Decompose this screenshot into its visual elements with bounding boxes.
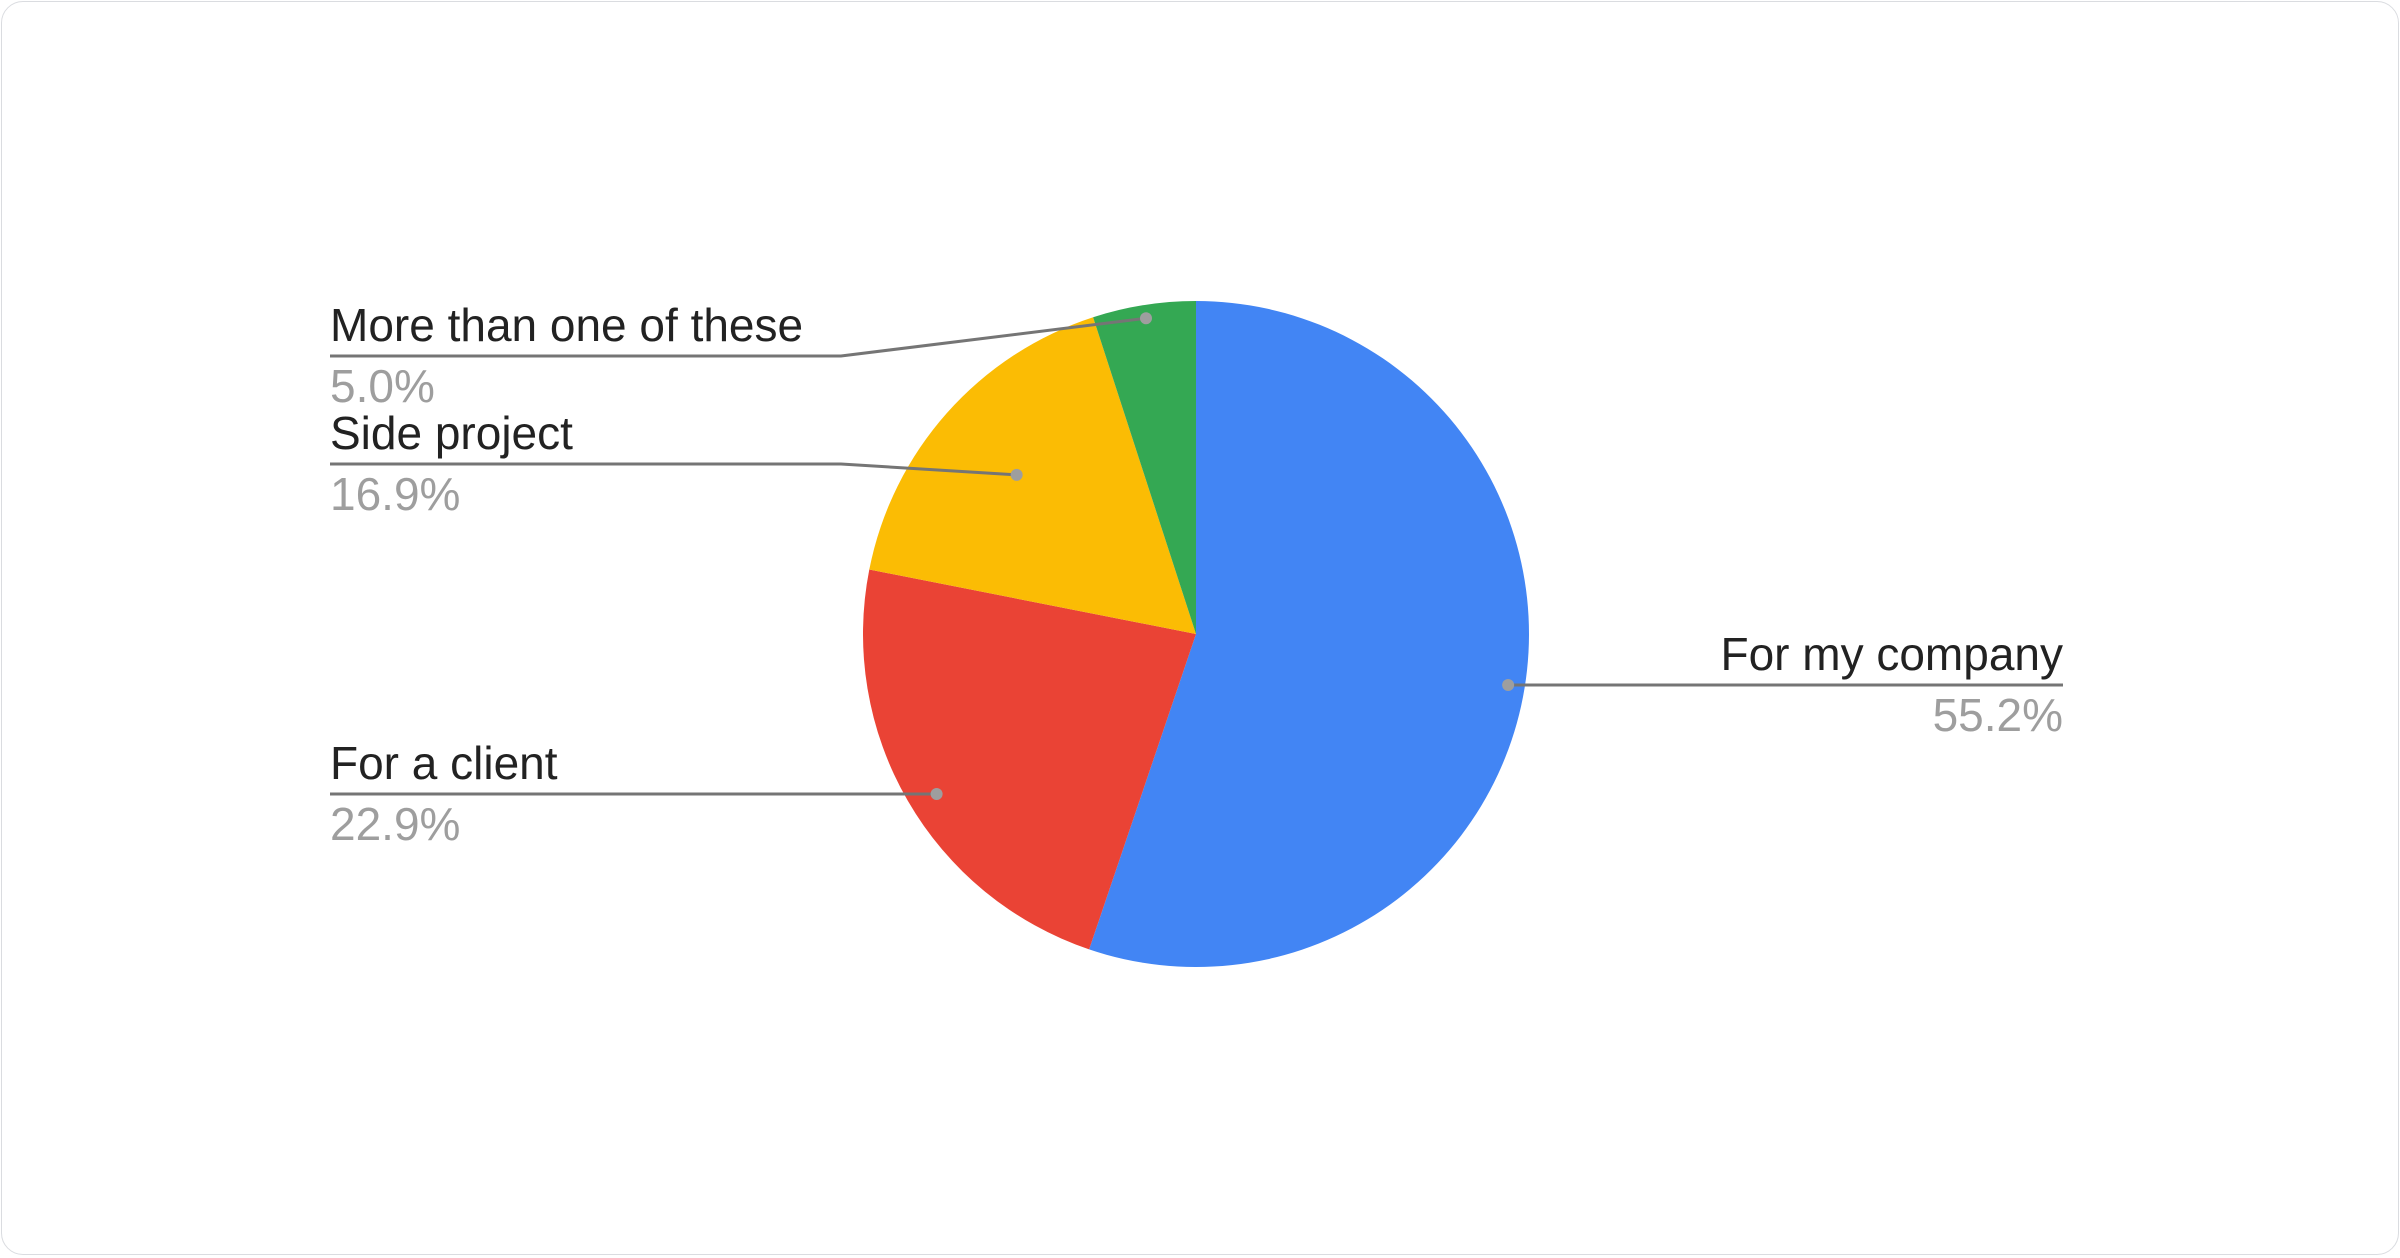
pie-slice-0 — [1089, 301, 1530, 967]
pie-slice-1 — [862, 569, 1196, 950]
slice-percent-0: 55.2% — [1933, 689, 2063, 741]
callout-dot-3 — [1139, 312, 1152, 325]
callout-dot-1 — [930, 788, 943, 800]
callout-line-2 — [330, 462, 1017, 477]
callout-line-3 — [330, 316, 1147, 358]
callout-dot-2 — [1010, 468, 1023, 481]
slice-percent-1: 22.9% — [330, 798, 460, 850]
pie-slice-2 — [869, 317, 1196, 634]
callout-dot-0 — [1502, 679, 1515, 691]
slice-label-2: Side project — [330, 407, 573, 459]
slice-label-0: For my company — [1720, 628, 2063, 680]
pie-slice-3 — [1093, 301, 1196, 634]
slice-label-1: For a client — [330, 737, 558, 789]
slice-label-3: More than one of these — [330, 299, 803, 351]
slice-percent-3: 5.0% — [330, 360, 435, 412]
slice-percent-2: 16.9% — [330, 468, 460, 520]
